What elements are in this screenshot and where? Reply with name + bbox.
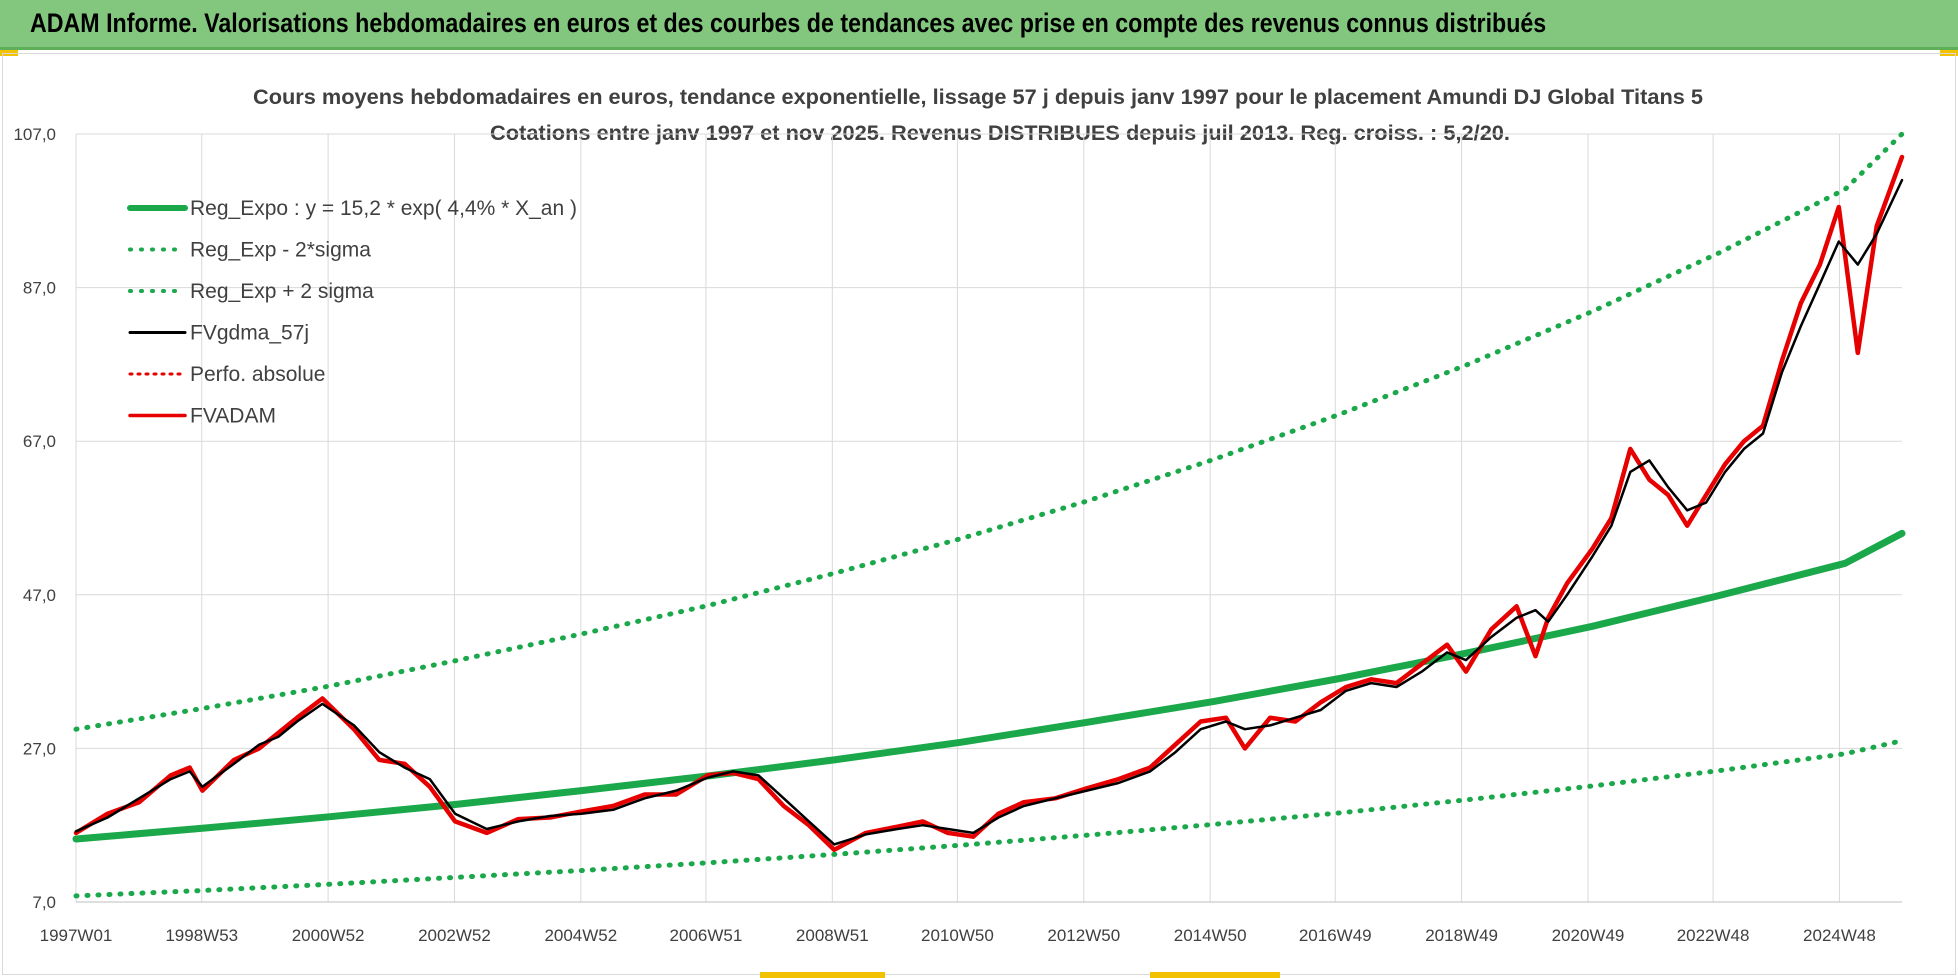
legend-entry-reg-expo-label: Reg_Expo : y = 15,2 * exp( 4,4% * X_an ) (190, 197, 577, 220)
series-fvadam-line (73, 154, 1905, 853)
x-tick-label: 2020W49 (1552, 926, 1625, 945)
y-tick-label: 67,0 (23, 432, 56, 451)
legend-entry-fvadam-label: FVADAM (190, 405, 276, 428)
y-axis-ticks: 7,0 27,0 47,0 67,0 87,0 107,0 (13, 125, 56, 912)
series-reg-exp-minus-2sigma-line (73, 738, 1905, 899)
gridlines (75, 133, 1902, 903)
x-tick-label: 2000W52 (292, 926, 365, 945)
x-tick-label: 1998W53 (165, 926, 238, 945)
x-tick-label: 2024W48 (1803, 926, 1876, 945)
report-title: ADAM Informe. Valorisations hebdomadaire… (30, 8, 1547, 38)
footer-mark-2 (1150, 972, 1280, 978)
x-tick-label: 1997W01 (40, 926, 113, 945)
legend-entry-minus-2sigma-label: Reg_Exp - 2*sigma (190, 239, 371, 262)
chart-frame (2, 53, 1956, 975)
x-tick-label: 2022W48 (1677, 926, 1750, 945)
x-tick-label: 2006W51 (670, 926, 743, 945)
series-reg-exp-plus-2sigma-line (73, 131, 1905, 732)
report-banner: ADAM Informe. Valorisations hebdomadaire… (0, 0, 1958, 50)
legend-entry-fvgdma-label: FVgdma_57j (190, 322, 309, 345)
x-tick-label: 2002W52 (418, 926, 491, 945)
series-fvgdma-line (74, 178, 1904, 846)
x-tick-label: 2004W52 (544, 926, 617, 945)
y-tick-label: 47,0 (23, 586, 56, 605)
chart-title: Cours moyens hebdomadaires en euros, ten… (253, 86, 1703, 109)
footer-mark-1 (760, 972, 885, 978)
legend-entry-perfo-absolue-label: Perfo. absolue (190, 363, 325, 386)
y-tick-label: 27,0 (23, 739, 56, 758)
x-tick-label: 2016W49 (1299, 926, 1372, 945)
x-tick-label: 2008W51 (796, 926, 869, 945)
x-tick-label: 2010W50 (921, 926, 994, 945)
y-tick-label: 107,0 (13, 125, 56, 144)
legend-entry-plus-2sigma-label: Reg_Exp + 2 sigma (190, 280, 374, 303)
x-tick-label: 2012W50 (1047, 926, 1120, 945)
legend: Reg_Expo : y = 15,2 * exp( 4,4% * X_an )… (127, 197, 577, 428)
x-axis-ticks: 1997W01 1998W53 2000W52 2002W52 2004W52 2006W… (40, 926, 1876, 945)
x-tick-label: 2018W49 (1425, 926, 1498, 945)
y-tick-label: 87,0 (23, 279, 56, 298)
y-tick-label: 7,0 (32, 893, 56, 912)
series-reg-expo-line (72, 529, 1906, 843)
x-tick-label: 2014W50 (1174, 926, 1247, 945)
series-lines (72, 131, 1906, 899)
